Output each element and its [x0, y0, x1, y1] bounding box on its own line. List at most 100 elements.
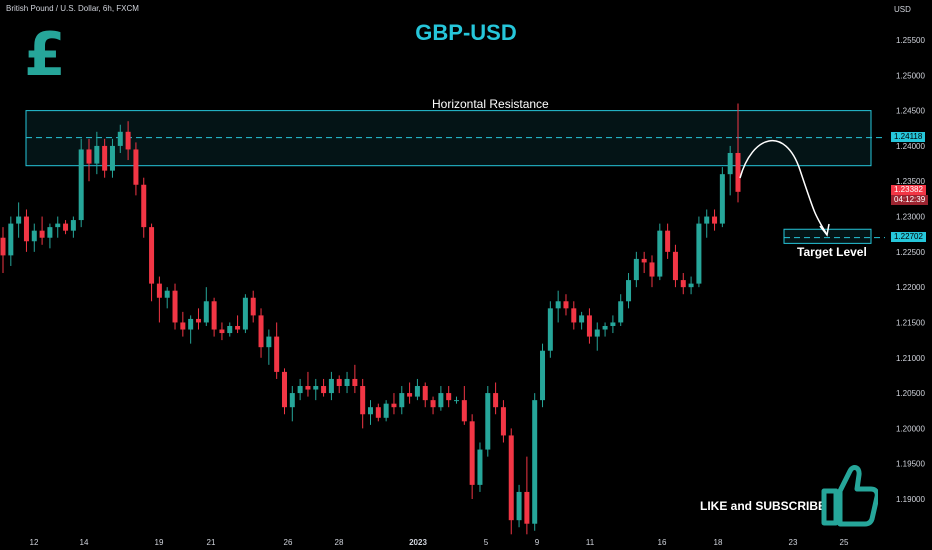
candle[interactable] — [203, 287, 209, 326]
candle[interactable] — [712, 209, 718, 231]
candle[interactable] — [407, 382, 413, 404]
candle[interactable] — [540, 343, 546, 408]
candle[interactable] — [571, 301, 577, 330]
candle[interactable] — [172, 283, 178, 330]
candle[interactable] — [672, 244, 678, 288]
candle[interactable] — [289, 386, 295, 422]
resistance-price-tag: 1.24118 — [891, 132, 926, 142]
candle[interactable] — [227, 322, 233, 337]
candle[interactable] — [368, 400, 373, 425]
candle[interactable] — [211, 297, 217, 337]
candle[interactable] — [727, 145, 733, 196]
candle[interactable] — [16, 202, 22, 238]
candle[interactable] — [594, 322, 600, 351]
candle[interactable] — [704, 209, 710, 238]
candle[interactable] — [430, 396, 436, 415]
candle[interactable] — [626, 273, 632, 309]
candle[interactable] — [508, 428, 514, 535]
candle[interactable] — [313, 378, 319, 401]
thumbs-up-icon[interactable] — [818, 461, 878, 527]
candle[interactable] — [641, 251, 647, 274]
candle[interactable] — [321, 378, 327, 397]
candle[interactable] — [649, 255, 655, 288]
candle[interactable] — [633, 251, 639, 288]
candle[interactable] — [47, 223, 53, 249]
candle[interactable] — [586, 308, 592, 344]
candle[interactable] — [78, 138, 84, 228]
candle[interactable] — [250, 290, 256, 323]
candle[interactable] — [266, 329, 272, 365]
candle[interactable] — [94, 131, 100, 175]
candle[interactable] — [55, 216, 61, 238]
candle[interactable] — [8, 216, 14, 266]
candle[interactable] — [454, 396, 460, 404]
candle[interactable] — [414, 378, 420, 401]
candle[interactable] — [602, 322, 608, 337]
candle[interactable] — [0, 227, 6, 274]
candle[interactable] — [195, 308, 201, 330]
candle[interactable] — [696, 216, 702, 288]
candle[interactable] — [336, 375, 342, 394]
candle[interactable] — [297, 378, 303, 401]
candle[interactable] — [547, 301, 553, 358]
candle[interactable] — [680, 273, 686, 295]
candle[interactable] — [149, 223, 155, 302]
candle[interactable] — [477, 442, 483, 492]
candle[interactable] — [344, 371, 350, 394]
candle[interactable] — [516, 484, 522, 528]
candle[interactable] — [555, 290, 561, 323]
candle[interactable] — [446, 386, 452, 408]
candle[interactable] — [657, 223, 663, 281]
candle[interactable] — [500, 400, 506, 443]
candle[interactable] — [281, 368, 287, 415]
candle[interactable] — [532, 393, 538, 531]
candle[interactable] — [563, 294, 569, 316]
candle[interactable] — [180, 311, 186, 337]
candle[interactable] — [219, 322, 225, 341]
candle[interactable] — [117, 124, 123, 153]
candle[interactable] — [242, 294, 248, 334]
candle[interactable] — [735, 103, 741, 203]
candle[interactable] — [328, 371, 334, 401]
candle[interactable] — [258, 308, 264, 358]
resistance-zone[interactable] — [25, 110, 872, 167]
candle[interactable] — [141, 177, 147, 238]
candle[interactable] — [399, 386, 405, 415]
candle[interactable] — [524, 456, 530, 535]
candle[interactable] — [485, 386, 491, 457]
candle[interactable] — [610, 315, 616, 334]
candle[interactable] — [31, 223, 37, 252]
candle[interactable] — [274, 322, 280, 379]
candle[interactable] — [493, 382, 499, 415]
candle[interactable] — [360, 378, 366, 429]
candle[interactable] — [188, 315, 194, 344]
candle[interactable] — [375, 403, 381, 422]
candle[interactable] — [133, 142, 139, 196]
candle[interactable] — [70, 216, 76, 238]
candle[interactable] — [109, 138, 115, 178]
candle[interactable] — [305, 371, 311, 397]
candle[interactable] — [235, 315, 241, 334]
candle[interactable] — [391, 393, 397, 415]
candle[interactable] — [23, 209, 29, 252]
candle[interactable] — [352, 364, 358, 394]
candle[interactable] — [579, 311, 585, 330]
candle[interactable] — [469, 414, 475, 499]
candle[interactable] — [618, 294, 624, 326]
candle[interactable] — [156, 276, 162, 323]
candle[interactable] — [383, 400, 389, 422]
candle[interactable] — [63, 220, 69, 235]
candle[interactable] — [461, 386, 467, 425]
candle[interactable] — [688, 276, 694, 295]
candle[interactable] — [39, 216, 45, 245]
candle[interactable] — [86, 138, 92, 182]
candle[interactable] — [438, 386, 444, 411]
candle[interactable] — [102, 138, 108, 178]
candle[interactable] — [719, 167, 725, 228]
candle[interactable] — [164, 287, 170, 309]
candle[interactable] — [422, 382, 428, 408]
x-tick-label: 21 — [207, 538, 216, 547]
candle[interactable] — [665, 223, 671, 259]
candle[interactable] — [125, 121, 131, 161]
